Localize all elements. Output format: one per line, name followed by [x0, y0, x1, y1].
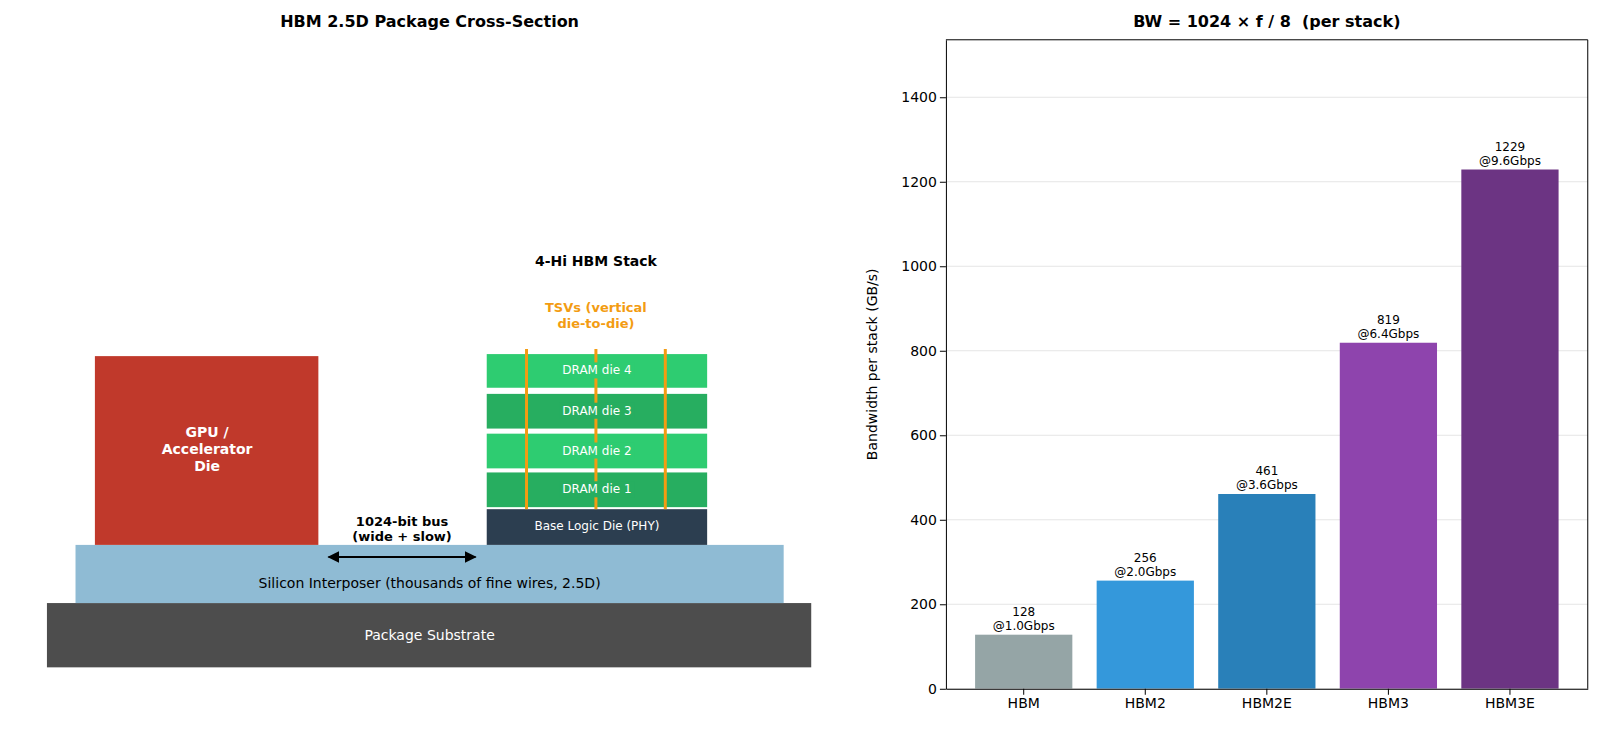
- y-tick: 1000: [901, 258, 946, 274]
- gpu-die: [95, 356, 318, 545]
- dram-die-label: DRAM die 3: [562, 404, 631, 418]
- bus-arrow: [329, 556, 476, 558]
- y-tick: 1200: [901, 174, 946, 190]
- diagram-title: HBM 2.5D Package Cross-Section: [280, 12, 579, 31]
- stack-label: 4-Hi HBM Stack: [535, 253, 658, 269]
- label-patch: [559, 443, 634, 459]
- gpu-label: GPU /: [186, 424, 230, 440]
- substrate-label: Package Substrate: [364, 627, 494, 643]
- bar: [975, 635, 1072, 689]
- data-label: @3.6Gbps: [1236, 478, 1298, 492]
- bar-chart: 128@1.0Gbps 256@2.0Gbps 461@3.6Gbps 819@6.4…: [864, 12, 1588, 711]
- x-tick: HBM3: [1368, 689, 1409, 711]
- y-tick: 800: [910, 343, 946, 359]
- x-axis: HBM HBM2 HBM2E HBM3 HBM3E: [946, 689, 1588, 711]
- x-tick: HBM2E: [1242, 689, 1292, 711]
- tsv: [664, 349, 667, 509]
- y-tick-mark: [940, 689, 946, 690]
- data-label: 256: [1134, 551, 1157, 565]
- y-tick-mark: [940, 97, 946, 98]
- y-tick: 0: [928, 681, 946, 697]
- bus-label: 1024-bit bus: [356, 514, 449, 529]
- y-tick-label: 0: [928, 681, 937, 697]
- dram-die-label: DRAM die 1: [562, 482, 631, 496]
- tsv-label: TSVs (vertical: [545, 300, 647, 315]
- bar: [1340, 343, 1437, 689]
- x-tick-label: HBM3: [1368, 695, 1409, 711]
- package-diagram: HBM 2.5D Package Cross-Section Package Su…: [47, 12, 811, 667]
- chart-title: BW = 1024 × f / 8 (per stack): [1133, 12, 1400, 31]
- y-tick-mark: [940, 520, 946, 521]
- gpu-label: Die: [194, 458, 220, 474]
- frame: [946, 39, 1588, 40]
- bar: [1461, 170, 1558, 689]
- y-tick-mark: [940, 604, 946, 605]
- label-patch: [559, 481, 634, 497]
- tsv-label: die-to-die): [557, 316, 634, 331]
- silicon-interposer: [76, 545, 784, 603]
- data-label: @2.0Gbps: [1114, 565, 1176, 579]
- y-tick-label: 400: [910, 512, 937, 528]
- data-label: 1229: [1495, 140, 1526, 154]
- y-axis: 0 200 400 600 800 1000 1200 1400: [901, 40, 946, 696]
- x-tick: HBM2: [1125, 689, 1166, 711]
- label-patch: [559, 403, 634, 419]
- interposer-label: Silicon Interposer (thousands of fine wi…: [259, 575, 601, 591]
- base-logic-die: [487, 509, 707, 545]
- data-label: 128: [1012, 605, 1035, 619]
- x-tick: HBM3E: [1485, 689, 1535, 711]
- y-tick: 600: [910, 427, 946, 443]
- bar: [1097, 581, 1194, 689]
- y-tick-label: 1400: [901, 89, 937, 105]
- data-label: 461: [1255, 464, 1278, 478]
- frame: [1587, 40, 1588, 689]
- y-axis-title: Bandwidth per stack (GB/s): [864, 268, 880, 460]
- y-tick-mark: [940, 351, 946, 352]
- x-tick-label: HBM: [1008, 695, 1040, 711]
- label-patch: [559, 362, 634, 378]
- y-axis-line: [946, 40, 947, 689]
- data-labels: 128@1.0Gbps 256@2.0Gbps 461@3.6Gbps 819@6.4…: [993, 140, 1541, 633]
- dram-die-label: DRAM die 4: [562, 363, 631, 377]
- y-tick-mark: [940, 182, 946, 183]
- grid: [946, 97, 1588, 689]
- x-tick: HBM: [1008, 689, 1040, 711]
- data-label: @6.4Gbps: [1357, 327, 1419, 341]
- y-tick-label: 1200: [901, 174, 937, 190]
- bus-label: (wide + slow): [352, 529, 452, 544]
- tsv: [525, 349, 528, 509]
- data-label: @9.6Gbps: [1479, 154, 1541, 168]
- y-tick-label: 200: [910, 596, 937, 612]
- y-tick-label: 600: [910, 427, 937, 443]
- bars: [975, 170, 1558, 689]
- y-tick-mark: [940, 435, 946, 436]
- data-label: @1.0Gbps: [993, 619, 1055, 633]
- grid-line: [946, 97, 1588, 98]
- gpu-label: Accelerator: [162, 441, 253, 457]
- base-die-label: Base Logic Die (PHY): [534, 519, 659, 533]
- y-tick: 200: [910, 596, 946, 612]
- x-tick-label: HBM3E: [1485, 695, 1535, 711]
- y-tick: 1400: [901, 89, 946, 105]
- y-tick-label: 1000: [901, 258, 937, 274]
- y-tick: 400: [910, 512, 946, 528]
- x-tick-label: HBM2: [1125, 695, 1166, 711]
- bar: [1218, 494, 1315, 689]
- package-substrate: [47, 603, 811, 667]
- dram-die-label: DRAM die 2: [562, 444, 631, 458]
- y-tick-label: 800: [910, 343, 937, 359]
- canvas: HBM 2.5D Package Cross-Section Package Su…: [0, 0, 1600, 731]
- x-tick-label: HBM2E: [1242, 695, 1292, 711]
- data-label: 819: [1377, 313, 1400, 327]
- y-tick-mark: [940, 266, 946, 267]
